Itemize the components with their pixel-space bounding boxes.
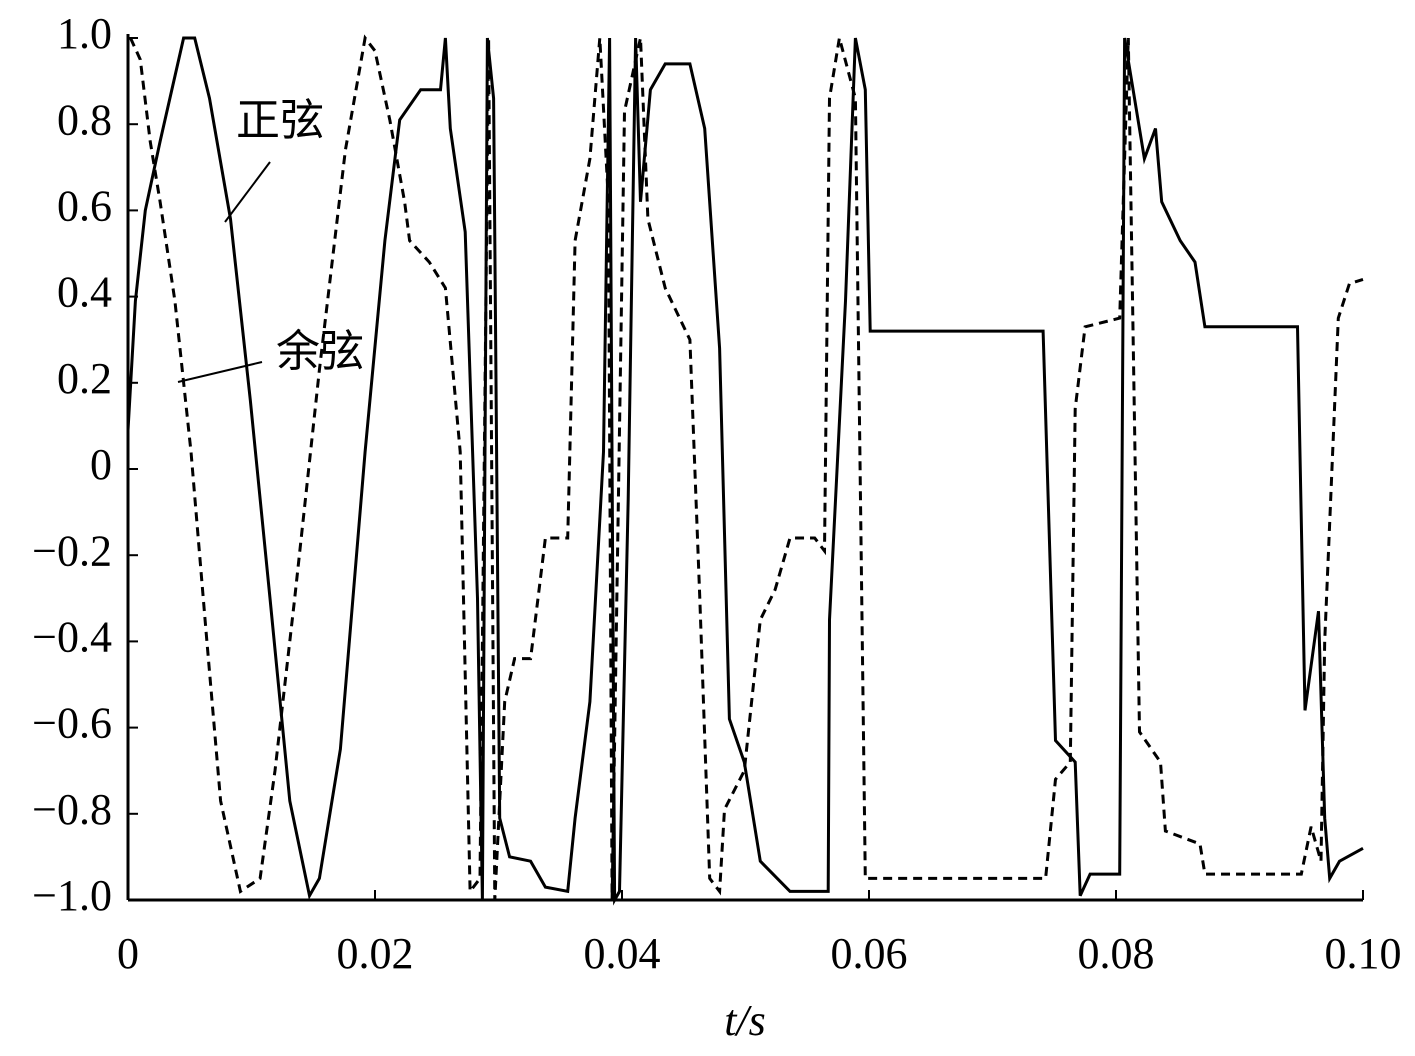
series-label: 余弦 bbox=[276, 327, 364, 376]
x-tick-label: 0.04 bbox=[584, 929, 661, 978]
series-line bbox=[126, 36, 1364, 906]
y-tick-label: 0.8 bbox=[57, 95, 112, 144]
y-tick-label: 1.0 bbox=[57, 9, 112, 58]
x-tick-label: 0.06 bbox=[831, 929, 908, 978]
y-tick-label: −0.8 bbox=[32, 785, 112, 834]
leader-line bbox=[224, 161, 271, 223]
y-tick-label: −1.0 bbox=[32, 871, 112, 920]
y-tick-label: −0.2 bbox=[32, 526, 112, 575]
y-tick-label: −0.4 bbox=[32, 612, 112, 661]
y-tick-label: 0.6 bbox=[57, 181, 112, 230]
x-tick-label: 0.10 bbox=[1325, 929, 1402, 978]
series-label: 正弦 bbox=[236, 96, 324, 145]
y-tick-label: 0.4 bbox=[57, 268, 112, 317]
series-line bbox=[129, 34, 1364, 901]
y-tick-label: 0.2 bbox=[57, 354, 112, 403]
x-tick-label: 0 bbox=[117, 929, 139, 978]
y-tick-label: 0 bbox=[90, 440, 112, 489]
x-tick-label: 0.02 bbox=[337, 929, 414, 978]
x-axis-label: t/s bbox=[724, 996, 766, 1045]
leader-line bbox=[177, 361, 263, 383]
y-tick-label: −0.6 bbox=[32, 699, 112, 748]
x-tick-label: 0.08 bbox=[1078, 929, 1155, 978]
